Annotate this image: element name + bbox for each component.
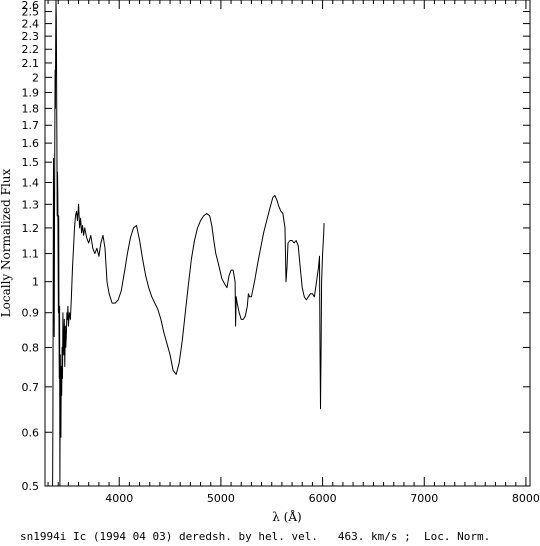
y-tick-label: 0.8: [22, 341, 40, 354]
y-tick-label: 2: [32, 71, 39, 84]
y-tick-label: 0.7: [22, 381, 40, 394]
y-tick-label: 2.6: [22, 0, 40, 12]
y-tick-label: 2.4: [22, 18, 40, 31]
y-tick-label: 2.5: [22, 6, 40, 19]
x-axis-title: λ (Å): [272, 509, 301, 524]
y-tick-label: 1.4: [22, 176, 40, 189]
y-tick-label: 0.6: [22, 426, 40, 439]
x-axis: 4000 5000 6000 7000 8000: [47, 0, 540, 505]
y-tick-label: 1.6: [22, 137, 40, 150]
y-tick-label: 1.1: [22, 248, 40, 261]
y-tick-label: 1.2: [22, 222, 40, 235]
y-tick-label: 1.9: [22, 86, 40, 99]
y-tick-label: 2.1: [22, 57, 40, 70]
y-tick-label: 2.2: [22, 43, 40, 56]
y-tick-label: 0.5: [22, 480, 40, 493]
x-tick-label: 4000: [105, 492, 133, 505]
y-axis: 0.5 0.6 0.7 0.8 0.9 1 1.1 1.2 1.3 1.4 1.5 1.6 1.7 1.8…: [22, 0, 530, 493]
x-tick-label: 8000: [512, 492, 540, 505]
y-axis-title: Locally Normalized Flux: [0, 168, 13, 317]
y-tick-label: 1.7: [22, 119, 40, 132]
y-tick-label: 2.3: [22, 30, 40, 43]
x-tick-label: 7000: [410, 492, 438, 505]
plot-frame: [44, 0, 531, 487]
y-tick-label: 1.5: [22, 156, 40, 169]
y-tick-label: 1: [32, 276, 39, 289]
y-tick-label: 0.9: [22, 307, 40, 320]
chart-caption: sn1994i Ic (1994 04 03) deredsh. by hel.…: [20, 530, 490, 543]
x-tick-label: 5000: [207, 492, 235, 505]
y-tick-label: 1.8: [22, 102, 40, 115]
x-tick-label: 6000: [309, 492, 337, 505]
spectrum-line: [52, 0, 325, 487]
y-tick-label: 1.3: [22, 198, 40, 211]
